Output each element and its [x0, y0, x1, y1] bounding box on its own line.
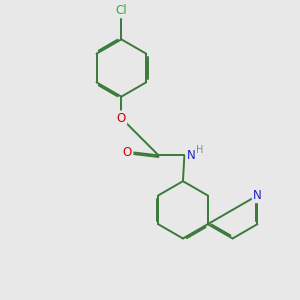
- Text: N: N: [187, 149, 195, 162]
- Text: Cl: Cl: [116, 4, 127, 17]
- Text: O: O: [123, 146, 132, 159]
- Text: H: H: [196, 145, 203, 155]
- Text: N: N: [253, 189, 262, 202]
- Text: O: O: [117, 112, 126, 124]
